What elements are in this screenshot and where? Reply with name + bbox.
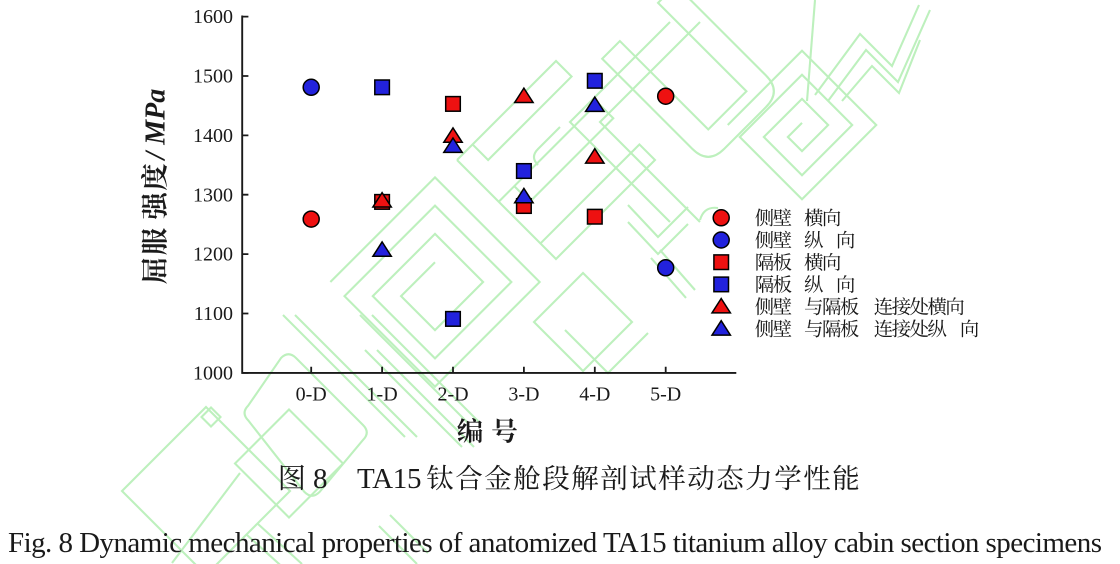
svg-text:TA15: TA15 [357,463,422,495]
svg-text:Fig. 8 Dynamic mechanical prop: Fig. 8 Dynamic mechanical properties of … [8,527,1102,559]
svg-text:1-D: 1-D [367,383,398,405]
svg-text:5-D: 5-D [650,383,681,405]
svg-text:8: 8 [313,463,328,495]
svg-text:1200: 1200 [193,244,233,266]
svg-text:3-D: 3-D [508,383,539,405]
svg-text:1300: 1300 [193,184,233,206]
svg-text:1100: 1100 [194,303,233,325]
svg-text:4-D: 4-D [579,383,610,405]
svg-text:1400: 1400 [193,125,233,147]
svg-text:2-D: 2-D [437,383,468,405]
svg-text:1000: 1000 [193,363,233,385]
svg-text:0-D: 0-D [296,383,327,405]
svg-text:1600: 1600 [193,6,233,28]
svg-text:/ MPa: / MPa [141,89,172,162]
svg-text:1500: 1500 [193,66,233,88]
